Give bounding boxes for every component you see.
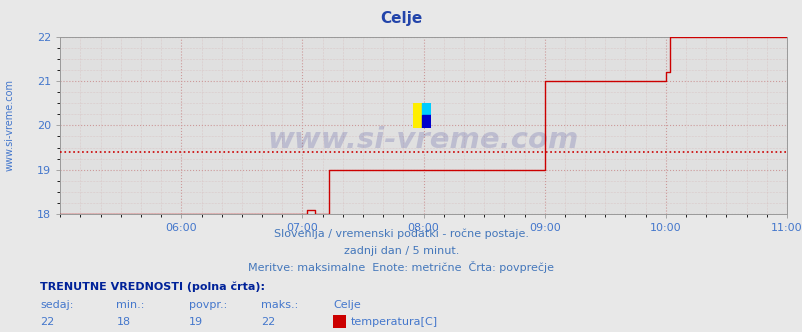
Text: TRENUTNE VREDNOSTI (polna črta):: TRENUTNE VREDNOSTI (polna črta): [40,282,265,292]
Text: Celje: Celje [380,11,422,26]
Text: www.si-vreme.com: www.si-vreme.com [268,125,578,153]
Text: 19: 19 [188,317,203,327]
Text: 18: 18 [116,317,131,327]
Text: 22: 22 [261,317,275,327]
Text: sedaj:: sedaj: [40,300,74,310]
Text: Celje: Celje [333,300,361,310]
Text: maks.:: maks.: [261,300,298,310]
Bar [421,115,430,128]
Text: 22: 22 [40,317,55,327]
Text: zadnji dan / 5 minut.: zadnji dan / 5 minut. [343,246,459,256]
Text: povpr.:: povpr.: [188,300,227,310]
Text: min.:: min.: [116,300,144,310]
Text: temperatura[C]: temperatura[C] [350,317,437,327]
Text: Slovenija / vremenski podatki - ročne postaje.: Slovenija / vremenski podatki - ročne po… [273,229,529,239]
Bar [421,103,430,115]
Bar [412,103,421,128]
Text: www.si-vreme.com: www.si-vreme.com [5,79,14,171]
Text: Meritve: maksimalne  Enote: metrične  Črta: povprečje: Meritve: maksimalne Enote: metrične Črta… [248,261,554,273]
